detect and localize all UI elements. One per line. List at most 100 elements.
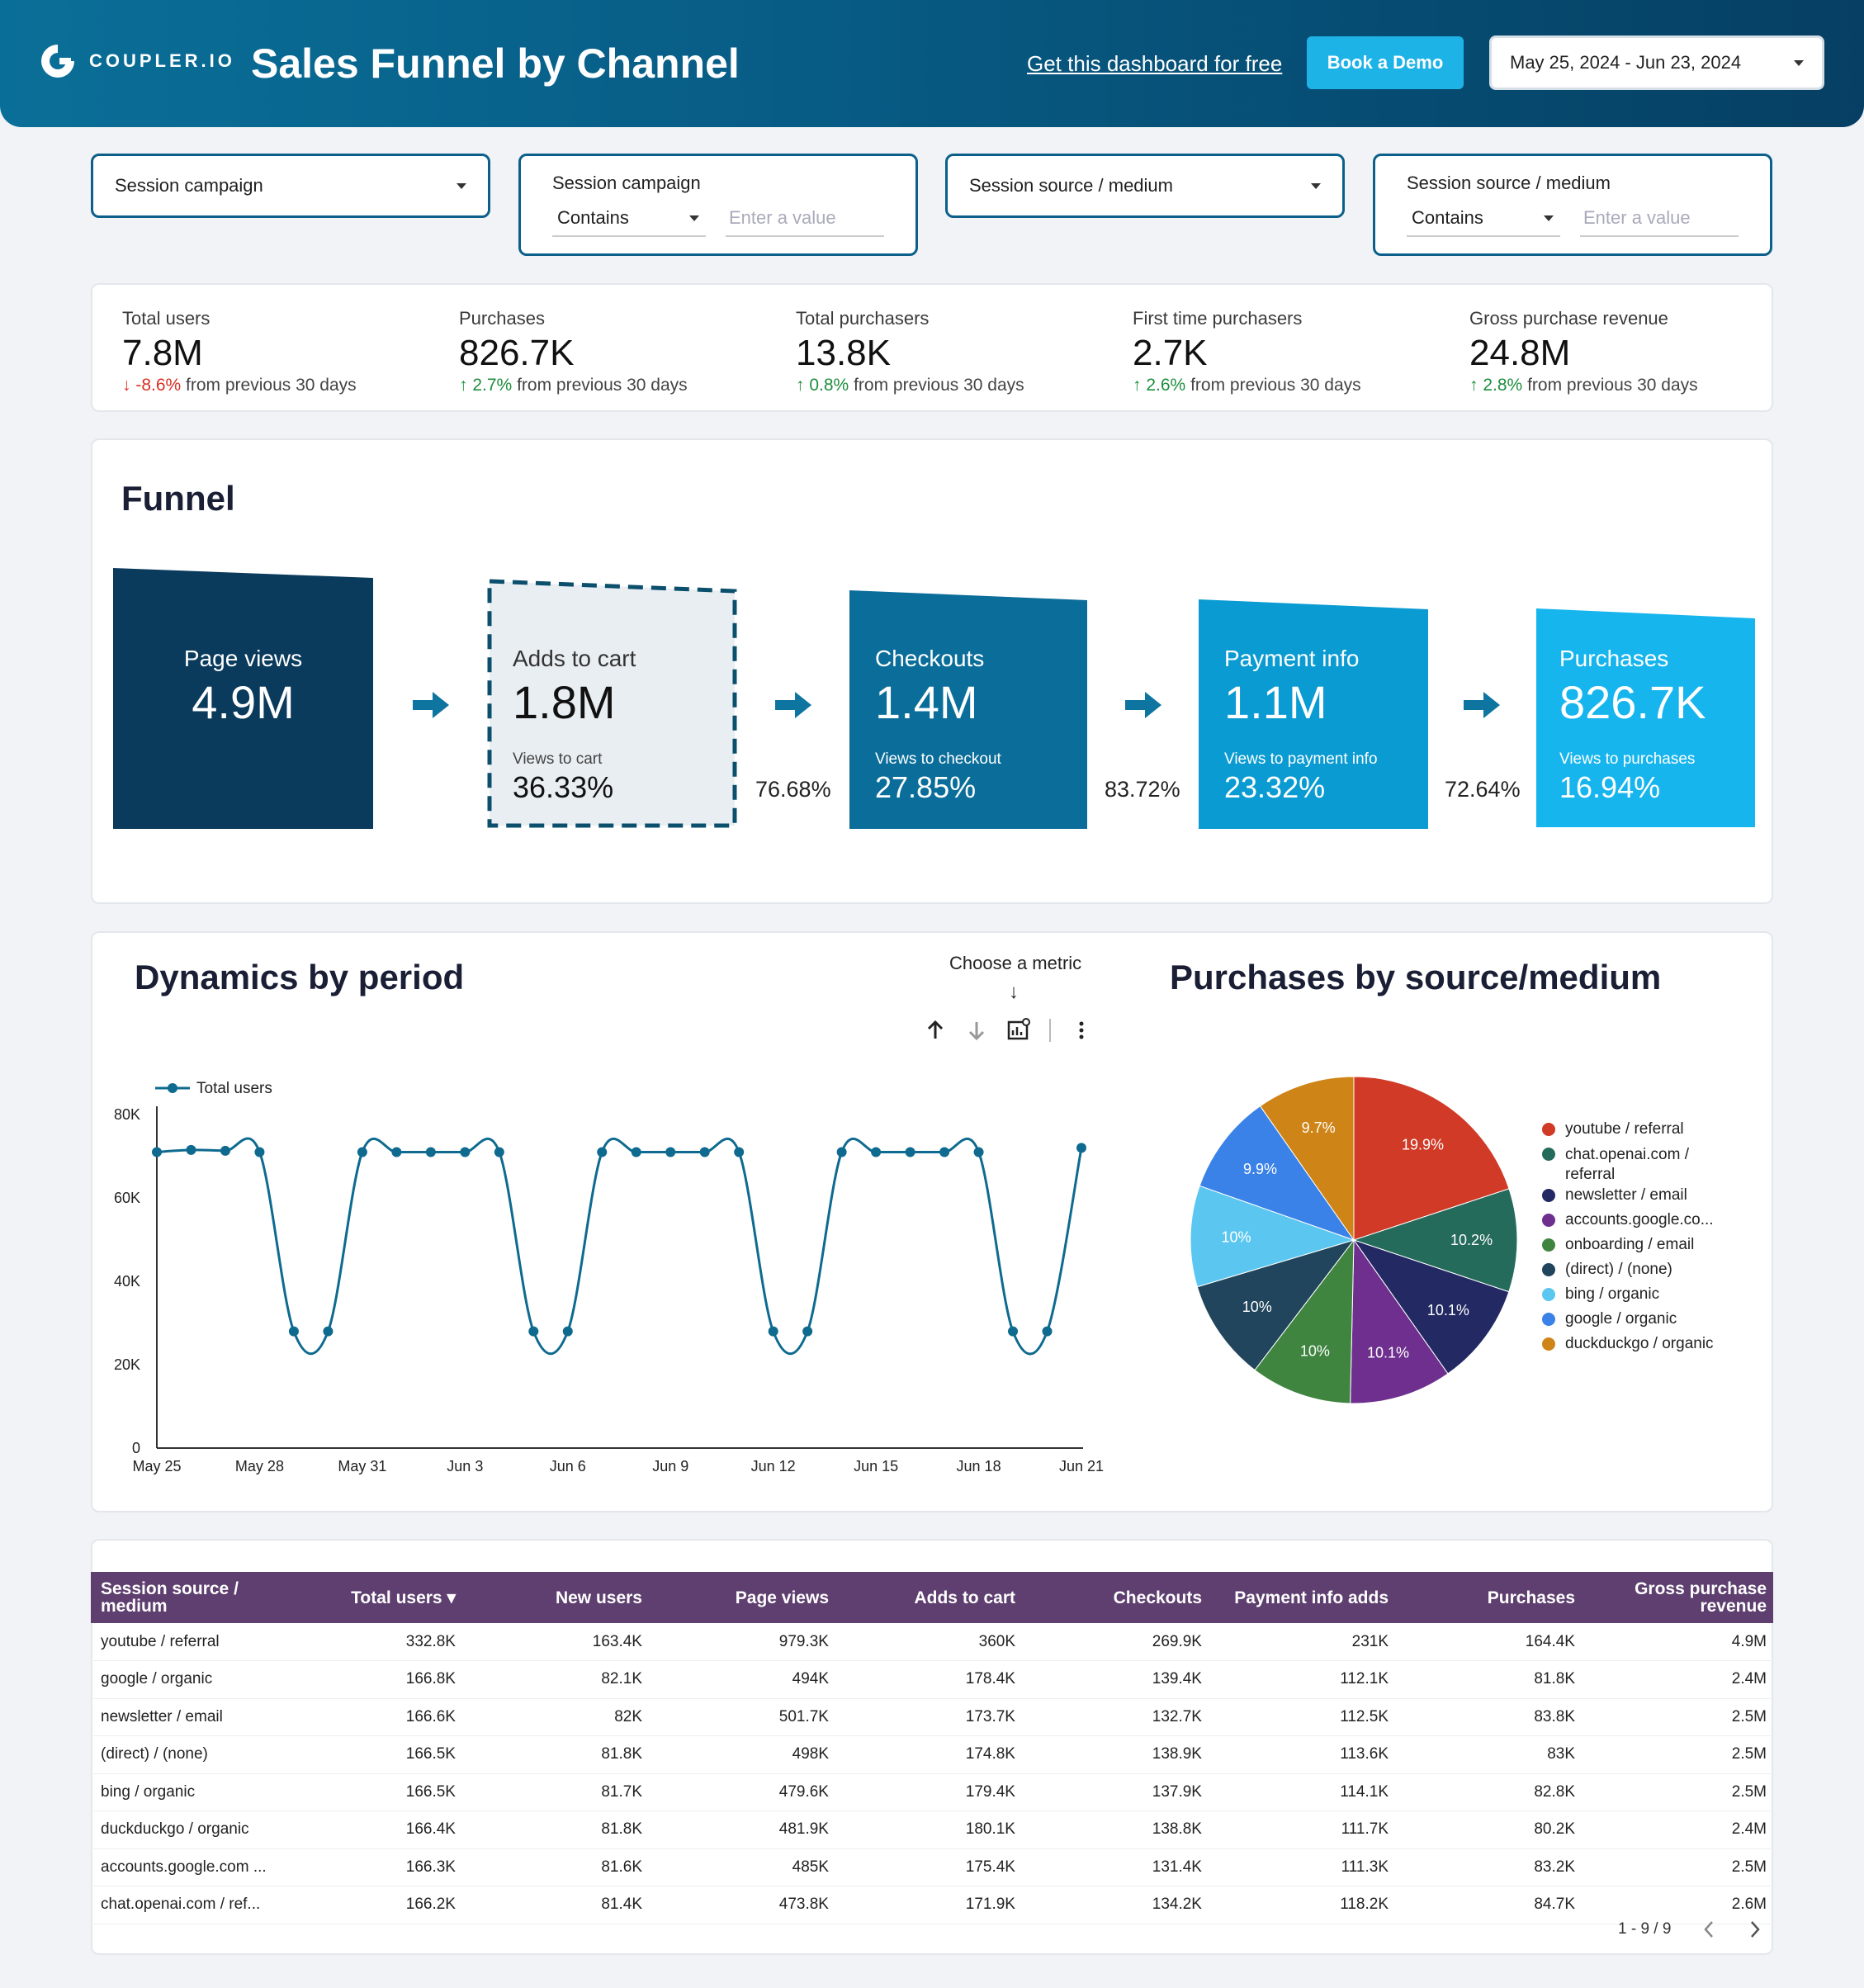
- data-point[interactable]: [699, 1147, 710, 1157]
- col-header-purchases[interactable]: Purchases: [1395, 1572, 1582, 1623]
- funnel-step-adds-to-cart[interactable]: [487, 579, 737, 828]
- pie-slice[interactable]: [1190, 1185, 1355, 1288]
- legend-item[interactable]: chat.openai.com / referral: [1542, 1145, 1740, 1186]
- data-point[interactable]: [152, 1147, 162, 1157]
- col-header-page-views[interactable]: Page views: [649, 1572, 835, 1623]
- filter-value-input[interactable]: Enter a value: [726, 207, 884, 237]
- purchases-pie-chart[interactable]: 19.9% 10.2% 10.1% 10.1% 10% 10% 10% 9.9% 9.7%: [1172, 1065, 1535, 1428]
- filter-value-input[interactable]: Enter a value: [1580, 207, 1739, 237]
- date-range-picker[interactable]: May 25, 2024 - Jun 23, 2024: [1489, 36, 1824, 90]
- data-point[interactable]: [1008, 1326, 1019, 1337]
- filter-label: Session campaign: [552, 173, 701, 193]
- purchases-chart-title: Purchases by source/medium: [1170, 958, 1662, 996]
- series-line-total-users[interactable]: [156, 1137, 1083, 1356]
- legend-item[interactable]: accounts.google.co...: [1542, 1211, 1740, 1236]
- funnel-step-page-views[interactable]: [113, 568, 373, 829]
- session-campaign-dropdown[interactable]: Session campaign: [91, 154, 490, 218]
- table-row[interactable]: newsletter / email 166.6K 82K 501.7K 173.7K 1…: [91, 1698, 1773, 1736]
- data-point[interactable]: [939, 1147, 950, 1157]
- legend-label: (direct) / (none): [1565, 1261, 1672, 1278]
- col-header-adds-to-cart[interactable]: Adds to cart: [835, 1572, 1022, 1623]
- table-row[interactable]: (direct) / (none) 166.5K 81.8K 498K 174.8K 13…: [91, 1735, 1773, 1774]
- data-point[interactable]: [631, 1147, 641, 1157]
- legend-item[interactable]: duckduckgo / organic: [1542, 1335, 1740, 1360]
- data-point[interactable]: [494, 1147, 504, 1157]
- legend-item[interactable]: google / organic: [1542, 1310, 1740, 1335]
- legend-item[interactable]: youtube / referral: [1542, 1120, 1740, 1145]
- data-point[interactable]: [973, 1147, 984, 1157]
- funnel-step-checkouts[interactable]: [849, 590, 1087, 829]
- data-point[interactable]: [1042, 1326, 1053, 1337]
- table-row[interactable]: bing / organic 166.5K 81.7K 479.6K 179.4K 137…: [91, 1773, 1773, 1811]
- pie-slice[interactable]: [1259, 1076, 1355, 1242]
- get-dashboard-link[interactable]: Get this dashboard for free: [1027, 51, 1283, 76]
- data-point[interactable]: [734, 1147, 745, 1157]
- pie-slice[interactable]: [1352, 1188, 1518, 1293]
- legend-item[interactable]: bing / organic: [1542, 1285, 1740, 1310]
- session-source-medium-dropdown[interactable]: Session source / medium: [945, 154, 1345, 218]
- col-header-payment-info-adds[interactable]: Payment info adds: [1209, 1572, 1395, 1623]
- down-arrow-icon: ↓: [122, 376, 131, 395]
- table-row[interactable]: chat.openai.com / ref... 166.2K 81.4K 473.8…: [91, 1886, 1773, 1924]
- data-point[interactable]: [391, 1147, 402, 1157]
- data-point[interactable]: [836, 1147, 847, 1157]
- pie-slice-label: 10%: [1242, 1299, 1272, 1315]
- data-point[interactable]: [802, 1326, 813, 1337]
- data-point[interactable]: [528, 1326, 539, 1337]
- pie-slice[interactable]: [1353, 1076, 1510, 1241]
- data-point[interactable]: [323, 1326, 334, 1337]
- legend-item[interactable]: newsletter / email: [1542, 1186, 1740, 1211]
- funnel-step-payment-info[interactable]: [1199, 599, 1428, 829]
- data-point[interactable]: [1076, 1143, 1086, 1153]
- legend-marker: [168, 1083, 177, 1093]
- operator-select[interactable]: Contains: [1407, 207, 1560, 237]
- data-point[interactable]: [665, 1147, 676, 1157]
- book-demo-button[interactable]: Book a Demo: [1307, 36, 1464, 89]
- col-header-source-medium[interactable]: Session source / medium: [91, 1572, 297, 1623]
- pie-slice[interactable]: [1254, 1238, 1355, 1404]
- funnel-step-value: 1.8M: [513, 676, 616, 728]
- data-point[interactable]: [905, 1147, 915, 1157]
- table-row[interactable]: duckduckgo / organic 166.4K 81.8K 481.9K 180…: [91, 1810, 1773, 1849]
- data-point[interactable]: [562, 1326, 573, 1337]
- data-point[interactable]: [871, 1147, 882, 1157]
- col-header-total-users[interactable]: Total users ▾: [297, 1572, 462, 1623]
- sort-ascending-icon[interactable]: [927, 1020, 944, 1039]
- pie-slice[interactable]: [1199, 1105, 1355, 1241]
- table-cell: 114.1K: [1209, 1773, 1395, 1811]
- pie-slice[interactable]: [1196, 1239, 1355, 1371]
- table-row[interactable]: accounts.google.com ... 166.3K 81.6K 485K 17…: [91, 1848, 1773, 1886]
- pie-slice[interactable]: [1350, 1238, 1449, 1404]
- data-point[interactable]: [186, 1144, 196, 1155]
- kpi-label: Total purchasers: [796, 308, 930, 329]
- data-point[interactable]: [220, 1145, 230, 1156]
- data-point[interactable]: [425, 1147, 436, 1157]
- data-point[interactable]: [460, 1147, 471, 1157]
- table-row[interactable]: youtube / referral 332.8K 163.4K 979.3K 360K…: [91, 1623, 1773, 1661]
- x-tick-label: May 25: [132, 1458, 181, 1474]
- data-point[interactable]: [768, 1326, 778, 1337]
- chevron-left-icon[interactable]: [1704, 1921, 1713, 1938]
- col-header-new-users[interactable]: New users: [462, 1572, 649, 1623]
- table-row[interactable]: google / organic 166.8K 82.1K 494K 178.4K 139…: [91, 1660, 1773, 1699]
- funnel-step-purchases[interactable]: [1536, 608, 1755, 827]
- data-point[interactable]: [254, 1147, 265, 1157]
- data-point[interactable]: [288, 1326, 299, 1337]
- total-users-line-chart[interactable]: 0 20K 40K 60K 80K May 25 May 28 May 31 Jun 3 Jun …: [99, 1065, 1123, 1494]
- col-header-gross-revenue[interactable]: Gross purchase revenue: [1582, 1572, 1773, 1623]
- chart-settings-icon[interactable]: [1007, 1018, 1030, 1040]
- col-header-checkouts[interactable]: Checkouts: [1022, 1572, 1209, 1623]
- funnel-step-value: 1.1M: [1224, 676, 1327, 728]
- pie-slice[interactable]: [1352, 1239, 1510, 1375]
- sort-descending-icon[interactable]: [968, 1022, 985, 1041]
- more-options-icon[interactable]: [1079, 1021, 1084, 1039]
- operator-select[interactable]: Contains: [552, 207, 706, 237]
- coupler-logo[interactable]: COUPLER.IO: [38, 41, 235, 81]
- table-cell: 112.1K: [1209, 1660, 1395, 1699]
- legend-item[interactable]: onboarding / email: [1542, 1236, 1740, 1261]
- chevron-right-icon[interactable]: [1751, 1921, 1760, 1938]
- legend-item[interactable]: (direct) / (none): [1542, 1261, 1740, 1285]
- data-point[interactable]: [597, 1147, 608, 1157]
- data-point[interactable]: [357, 1147, 367, 1157]
- table-cell: 2.4M: [1582, 1810, 1773, 1849]
